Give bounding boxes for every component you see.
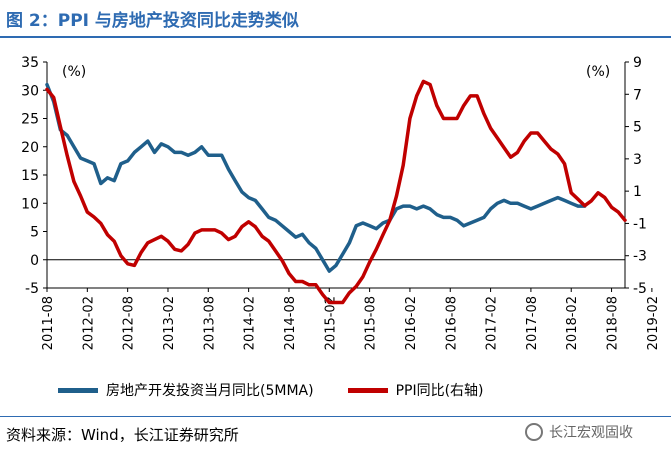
right-tick-label: 9 (633, 55, 642, 71)
legend-label-investment: 房地产开发投资当月同比(5MMA) (106, 383, 314, 399)
x-tick-label: 2013-08 (202, 296, 217, 350)
x-tick-label: 2015-02 (323, 296, 338, 350)
left-tick-label: 30 (21, 83, 39, 99)
legend: 房地产开发投资当月同比(5MMA) PPI同比(右轴) (58, 380, 518, 400)
right-tick-label: 1 (633, 184, 642, 200)
x-tick-label: 2018-02 (565, 296, 580, 350)
right-axis-unit: (%) (586, 64, 610, 80)
left-tick-label: -5 (25, 281, 39, 297)
watermark-text: 长江宏观固收 (549, 425, 633, 441)
x-tick-label: 2016-08 (444, 296, 459, 350)
x-tick-label: 2012-02 (81, 296, 96, 350)
legend-label-ppi: PPI同比(右轴) (395, 383, 484, 399)
right-tick-label: -3 (633, 249, 647, 265)
legend-swatch-investment (58, 387, 98, 393)
left-tick-label: 25 (21, 112, 39, 128)
right-y-axis: -5 -3 -1 1 3 5 7 9 (625, 55, 647, 297)
x-axis: 2011-08 2012-02 2012-08 2013-02 2013-08 2014-… (41, 288, 661, 350)
left-tick-label: 0 (30, 253, 39, 269)
left-tick-label: 5 (30, 225, 39, 241)
legend-item-investment: 房地产开发投资当月同比(5MMA) (58, 380, 314, 400)
right-tick-label: 7 (633, 87, 642, 103)
source-note: 资料来源：Wind，长江证券研究所 (6, 426, 239, 444)
wechat-icon (525, 423, 543, 441)
watermark: 长江宏观固收 (525, 422, 633, 442)
legend-swatch-ppi (347, 387, 388, 393)
series-line-ppi (45, 79, 627, 305)
left-axis-unit: (%) (62, 64, 86, 80)
x-tick-label: 2013-02 (162, 296, 177, 350)
x-tick-label: 2014-02 (243, 296, 258, 350)
legend-item-ppi: PPI同比(右轴) (347, 380, 484, 400)
x-tick-label: 2012-08 (122, 296, 137, 350)
right-tick-label: 3 (633, 152, 642, 168)
x-tick-label: 2015-08 (364, 296, 379, 350)
x-tick-label: 2014-08 (283, 296, 298, 350)
right-tick-label: -1 (633, 216, 647, 232)
left-tick-label: 15 (21, 168, 39, 184)
left-tick-label: 20 (21, 140, 39, 156)
x-tick-label: 2017-08 (525, 296, 540, 350)
left-tick-label: 35 (21, 55, 39, 71)
title-divider (0, 36, 671, 38)
right-tick-label: 5 (633, 120, 642, 136)
x-tick-label: 2018-08 (606, 296, 621, 350)
chart-title: 图 2：PPI 与房地产投资同比走势类似 (6, 11, 299, 31)
chart-frame (46, 62, 626, 289)
x-tick-label: 2016-02 (404, 296, 419, 350)
series-line-investment (45, 82, 587, 273)
series-lines (45, 79, 627, 305)
source-divider (0, 416, 671, 417)
x-tick-label: 2011-08 (41, 296, 56, 350)
left-tick-label: 10 (21, 196, 39, 212)
right-tick-label: -5 (633, 281, 647, 297)
left-y-axis: -5 0 5 10 15 20 25 30 35 (21, 55, 625, 297)
x-tick-label: 2017-02 (485, 296, 500, 350)
x-tick-label: 2019-02 (646, 296, 661, 350)
